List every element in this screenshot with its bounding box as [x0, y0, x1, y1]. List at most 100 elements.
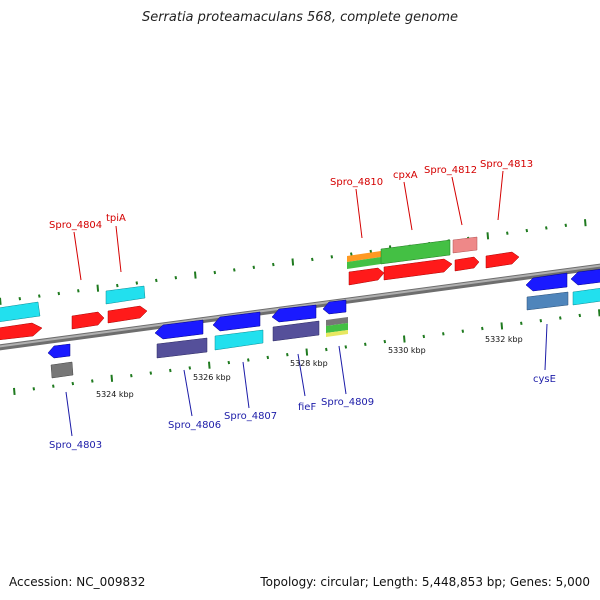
gene-arrow-spro-4809[interactable] [322, 299, 347, 315]
gene-box-tpia-cyan[interactable] [105, 285, 146, 305]
gene-box-cpxa-green[interactable] [380, 239, 451, 265]
gene-label-cpxa[interactable]: cpxA [393, 170, 418, 181]
gene-box-spro-4809-yellow[interactable] [326, 330, 348, 337]
upper-tick-17 [330, 255, 334, 259]
lower-tick-7 [149, 371, 153, 375]
upper-tick-14 [272, 262, 275, 267]
gene-label-spro-4807[interactable]: Spro_4807 [224, 411, 277, 422]
gene-label-cyse[interactable]: cysE [533, 374, 556, 385]
lower-tick-0 [13, 387, 16, 395]
gene-label-spro-4810[interactable]: Spro_4810 [330, 177, 383, 188]
gene-arrow-spro-4807[interactable] [212, 311, 261, 332]
upper-tick-3 [57, 291, 61, 296]
lower-tick-14 [286, 353, 289, 357]
lower-tick-4 [91, 379, 94, 383]
lower-tick-24 [481, 326, 484, 331]
gene-box-fief-purple[interactable] [272, 320, 320, 342]
lower-tick-22 [442, 332, 445, 336]
upper-tick-27 [525, 228, 529, 233]
lower-tick-29 [578, 313, 582, 318]
lower-tick-28 [559, 316, 562, 320]
gene-arrow-spro-4806[interactable] [154, 319, 204, 340]
gene-label-spro-4806[interactable]: Spro_4806 [168, 420, 221, 431]
upper-tick-28 [545, 226, 548, 230]
gene-box-spro-4810-orange[interactable] [347, 251, 381, 262]
gene-label-fief[interactable]: fieF [298, 402, 316, 413]
upper-tick-25 [486, 232, 490, 240]
forward-leader-lines [73, 170, 504, 281]
leader-spro-4804 [73, 231, 82, 281]
lower-tick-21 [422, 334, 426, 339]
gene-arrow-left-red[interactable] [0, 322, 43, 341]
gene-box-right-partial-cyan[interactable] [572, 288, 600, 306]
lower-tick-8 [169, 368, 172, 373]
gene-arrow-fief[interactable] [271, 304, 317, 323]
upper-tick-26 [506, 231, 509, 235]
forward-features [0, 236, 520, 341]
gene-arrow-cyse[interactable] [525, 272, 568, 292]
upper-tick-4 [77, 289, 80, 293]
lower-tick-5 [110, 374, 114, 382]
lower-tick-26 [520, 321, 523, 325]
position-label-5328-kbp: 5328 kbp [290, 359, 328, 368]
gene-box-spro-4810-green[interactable] [347, 257, 381, 269]
gene-arrow-spro-4810[interactable] [348, 267, 385, 286]
upper-tick-12 [233, 268, 236, 272]
upper-tick-16 [311, 257, 314, 262]
lower-tick-15 [305, 348, 309, 356]
leader-spro-4807 [242, 361, 250, 409]
gene-box-cyse-steel[interactable] [526, 291, 569, 311]
gene-label-spro-4803[interactable]: Spro_4803 [49, 440, 102, 451]
lower-tick-27 [539, 319, 543, 323]
leader-spro-4809 [338, 345, 347, 395]
lower-tick-10 [208, 361, 211, 369]
gene-arrow-spro-4813[interactable] [485, 251, 520, 269]
gene-label-spro-4812[interactable]: Spro_4812 [424, 165, 477, 176]
gene-box-spro-4806-purple[interactable] [156, 337, 208, 359]
upper-tick-7 [135, 281, 139, 285]
map-title: Serratia proteamaculans 568, complete ge… [141, 10, 459, 25]
lower-tick-16 [325, 347, 328, 352]
gene-label-tpia[interactable]: tpiA [106, 213, 126, 224]
gene-label-spro-4804[interactable]: Spro_4804 [49, 220, 102, 231]
lower-tick-19 [383, 339, 387, 344]
lower-tick-track [13, 309, 600, 395]
upper-tick-29 [564, 223, 568, 227]
upper-tick-13 [252, 265, 256, 269]
position-label-5332-kbp: 5332 kbp [485, 335, 523, 344]
gene-label-spro-4813[interactable]: Spro_4813 [480, 159, 533, 170]
lower-tick-25 [500, 322, 504, 330]
gene-box-spro-4807-cyan[interactable] [214, 329, 264, 351]
upper-tick-0 [0, 297, 2, 305]
leader-cyse [544, 323, 548, 371]
gene-label-spro-4809[interactable]: Spro_4809 [321, 397, 374, 408]
upper-tick-8 [155, 278, 158, 283]
lower-tick-3 [71, 381, 75, 386]
lower-tick-20 [403, 335, 406, 343]
gene-arrow-left-cyan[interactable] [0, 301, 41, 322]
position-label-5324-kbp: 5324 kbp [96, 390, 134, 399]
gene-arrow-tpia[interactable] [107, 305, 148, 324]
gene-arrow-spro-4812[interactable] [454, 256, 480, 272]
gene-box-spro-4809-green[interactable] [326, 323, 348, 333]
leader-spro-4806 [183, 369, 193, 417]
upper-tick-9 [174, 276, 178, 280]
gene-arrow-spro-4803[interactable] [47, 343, 71, 359]
upper-tick-6 [116, 283, 119, 288]
leader-tpia [115, 225, 122, 273]
lower-tick-13 [266, 355, 270, 360]
gene-arrow-cpxa[interactable] [383, 258, 453, 281]
position-label-5326-kbp: 5326 kbp [193, 373, 231, 382]
leader-spro-4812 [451, 176, 463, 226]
gene-box-spro-4812-pink[interactable] [452, 236, 478, 254]
gene-arrow-spro-4804[interactable] [71, 311, 105, 330]
leader-cpxa [403, 181, 413, 231]
lower-tick-1 [32, 387, 36, 391]
leader-spro-4803 [65, 391, 73, 437]
upper-tick-10 [194, 271, 197, 279]
gene-arrow-right-partial[interactable] [570, 268, 600, 286]
lower-tick-17 [344, 345, 348, 349]
lower-tick-9 [188, 366, 192, 370]
genome-backbone-highlight [0, 264, 600, 348]
gene-box-spro-4803-grey[interactable] [50, 361, 74, 379]
